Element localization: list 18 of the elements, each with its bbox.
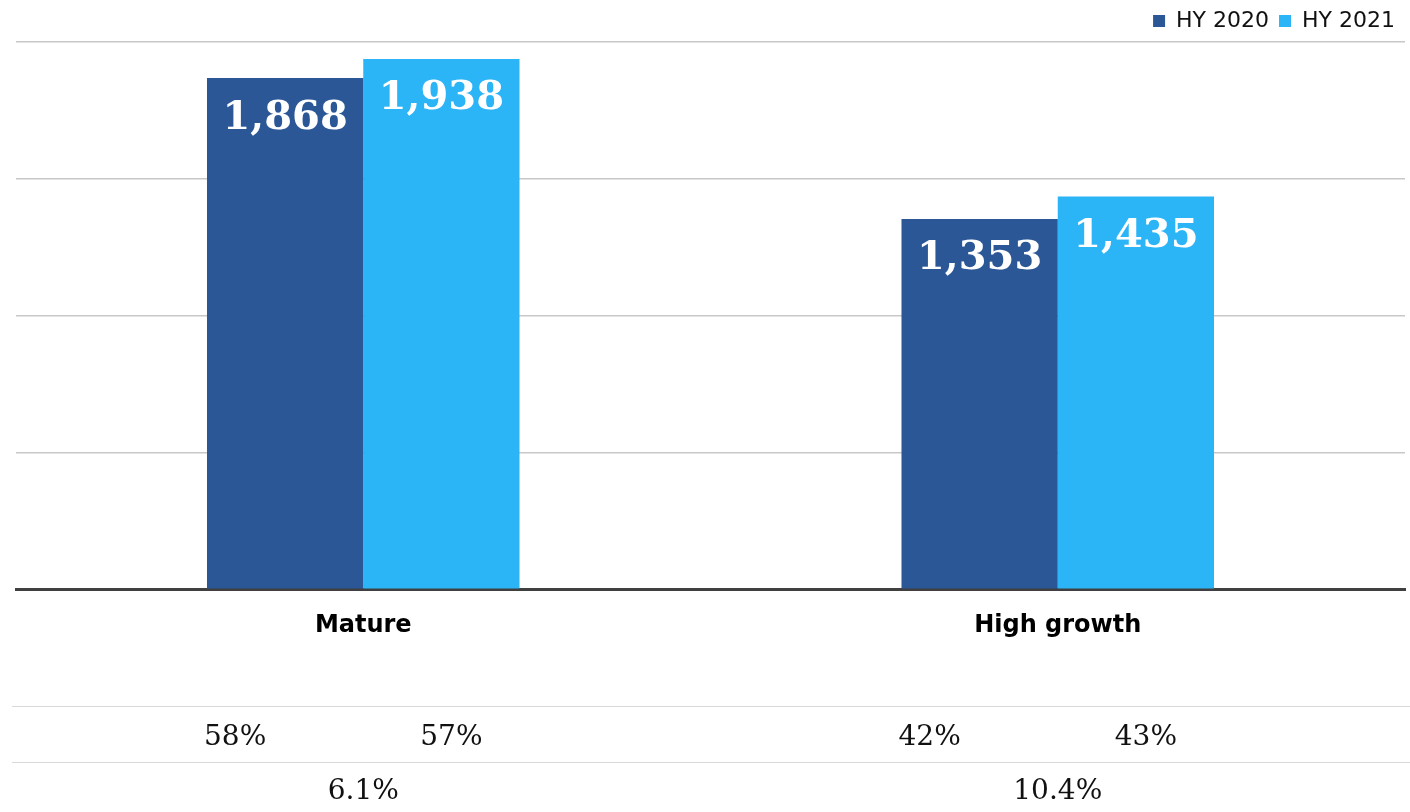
text: 10.4% [1013, 773, 1103, 807]
bar [363, 58, 520, 589]
x-tick-label: Mature [314, 609, 412, 638]
text: 6.1% [327, 773, 399, 807]
data-label: 1,353 [916, 231, 1043, 279]
text: 57% [420, 719, 483, 753]
data-label: 1,868 [222, 90, 348, 138]
data-label: 1,938 [378, 71, 505, 119]
data-label: 1,435 [1073, 208, 1199, 256]
text: 42% [898, 719, 961, 753]
bar [1057, 196, 1215, 589]
x-tick-label: High growth [974, 609, 1142, 638]
legend-label: HY 2021 [1302, 6, 1396, 32]
bar [901, 219, 1058, 589]
text: 58% [204, 719, 267, 753]
legend-label: HY 2020 [1176, 6, 1270, 32]
bar [206, 78, 364, 589]
text: 43% [1114, 719, 1177, 753]
